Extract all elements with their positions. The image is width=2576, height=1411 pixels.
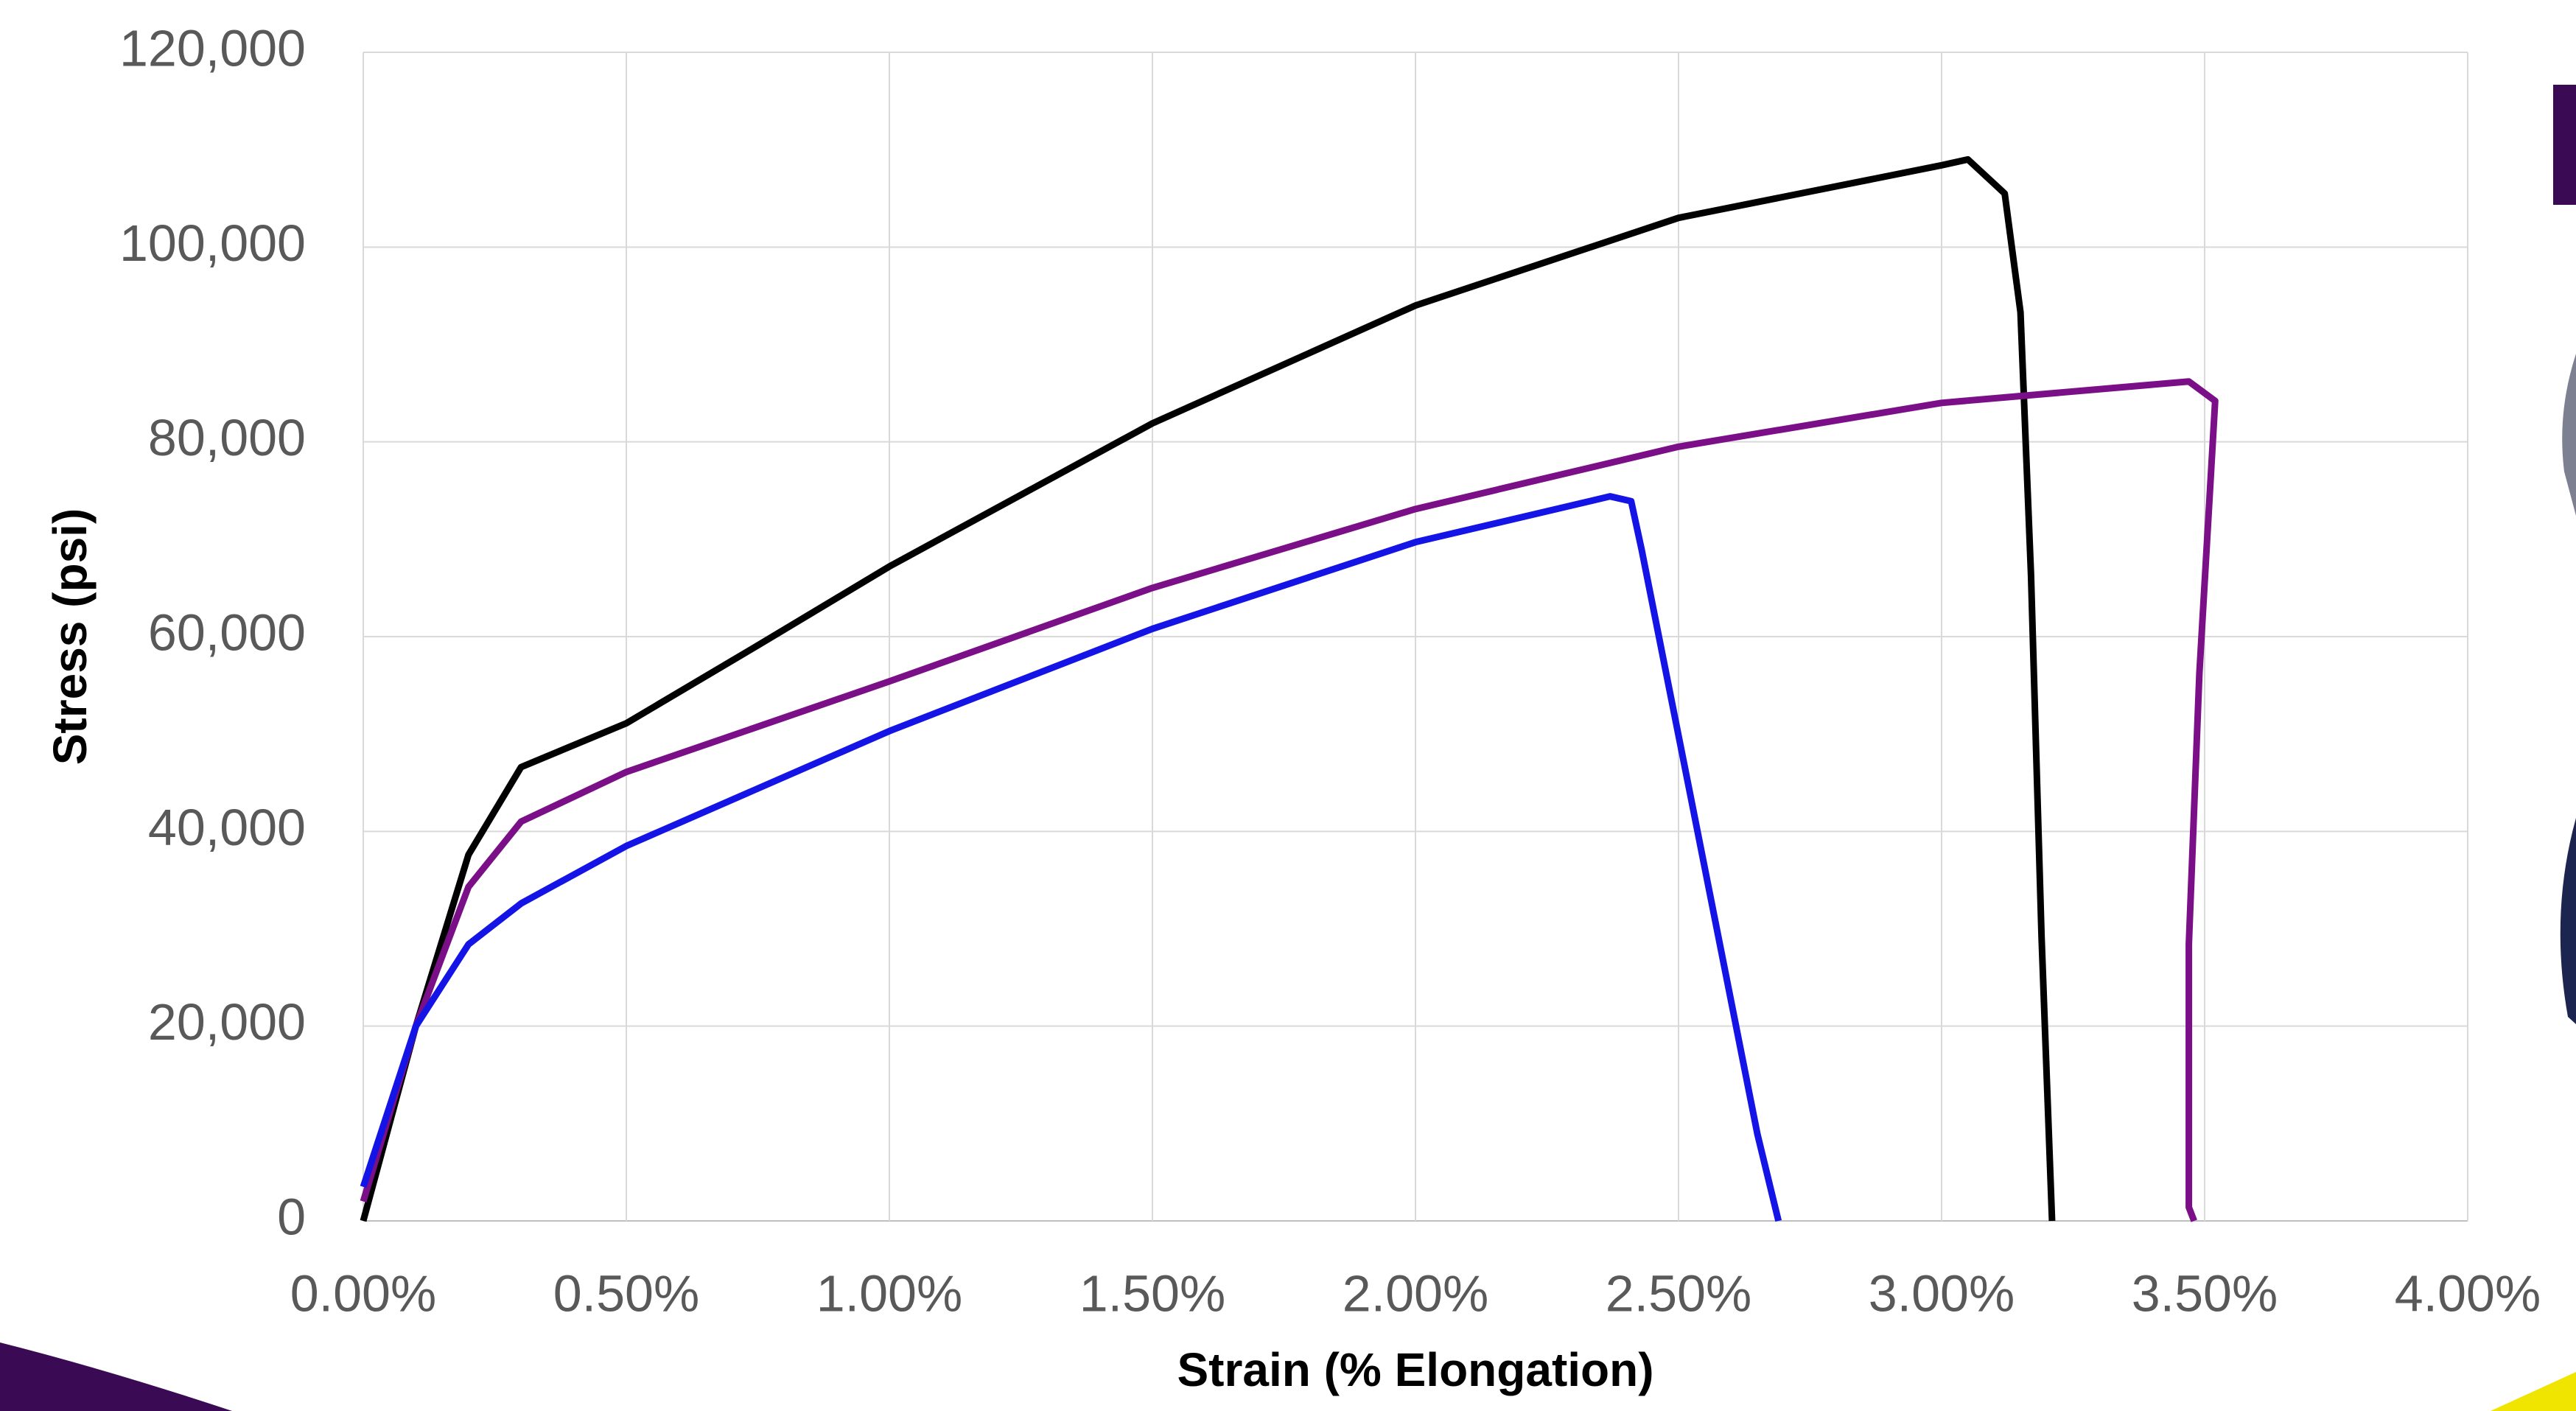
x-tick-label: 1.50%	[1079, 1264, 1225, 1322]
y-tick-label: 60,000	[148, 603, 306, 661]
decor-image	[2562, 354, 2576, 516]
series-line	[360, 493, 1782, 1222]
y-tick-label: 40,000	[148, 799, 306, 856]
series-line	[360, 378, 2219, 1222]
x-axis-title: Strain (% Elongation)	[1177, 1343, 1653, 1396]
series-line	[360, 155, 2056, 1222]
x-tick-label: 2.00%	[1343, 1264, 1488, 1322]
x-tick-label: 3.00%	[1869, 1264, 2015, 1322]
x-tick-label: 3.50%	[2132, 1264, 2278, 1322]
y-tick-label: 100,000	[119, 214, 306, 272]
y-tick-label: 20,000	[148, 993, 306, 1051]
y-tick-label: 0	[277, 1188, 306, 1245]
x-tick-label: 2.50%	[1606, 1264, 1751, 1322]
y-tick-label: 120,000	[119, 19, 306, 77]
decor-bar	[2553, 85, 2576, 205]
x-tick-label: 0.00%	[290, 1264, 436, 1322]
y-tick-label: 80,000	[148, 409, 306, 466]
x-tick-label: 1.00%	[816, 1264, 962, 1322]
x-tick-label: 4.00%	[2395, 1264, 2541, 1322]
y-axis-title: Stress (psi)	[43, 508, 97, 766]
decor-shape	[2491, 1372, 2576, 1411]
decor-shape	[0, 1342, 232, 1411]
decor-image	[2560, 818, 2576, 1024]
x-tick-label: 0.50%	[553, 1264, 699, 1322]
